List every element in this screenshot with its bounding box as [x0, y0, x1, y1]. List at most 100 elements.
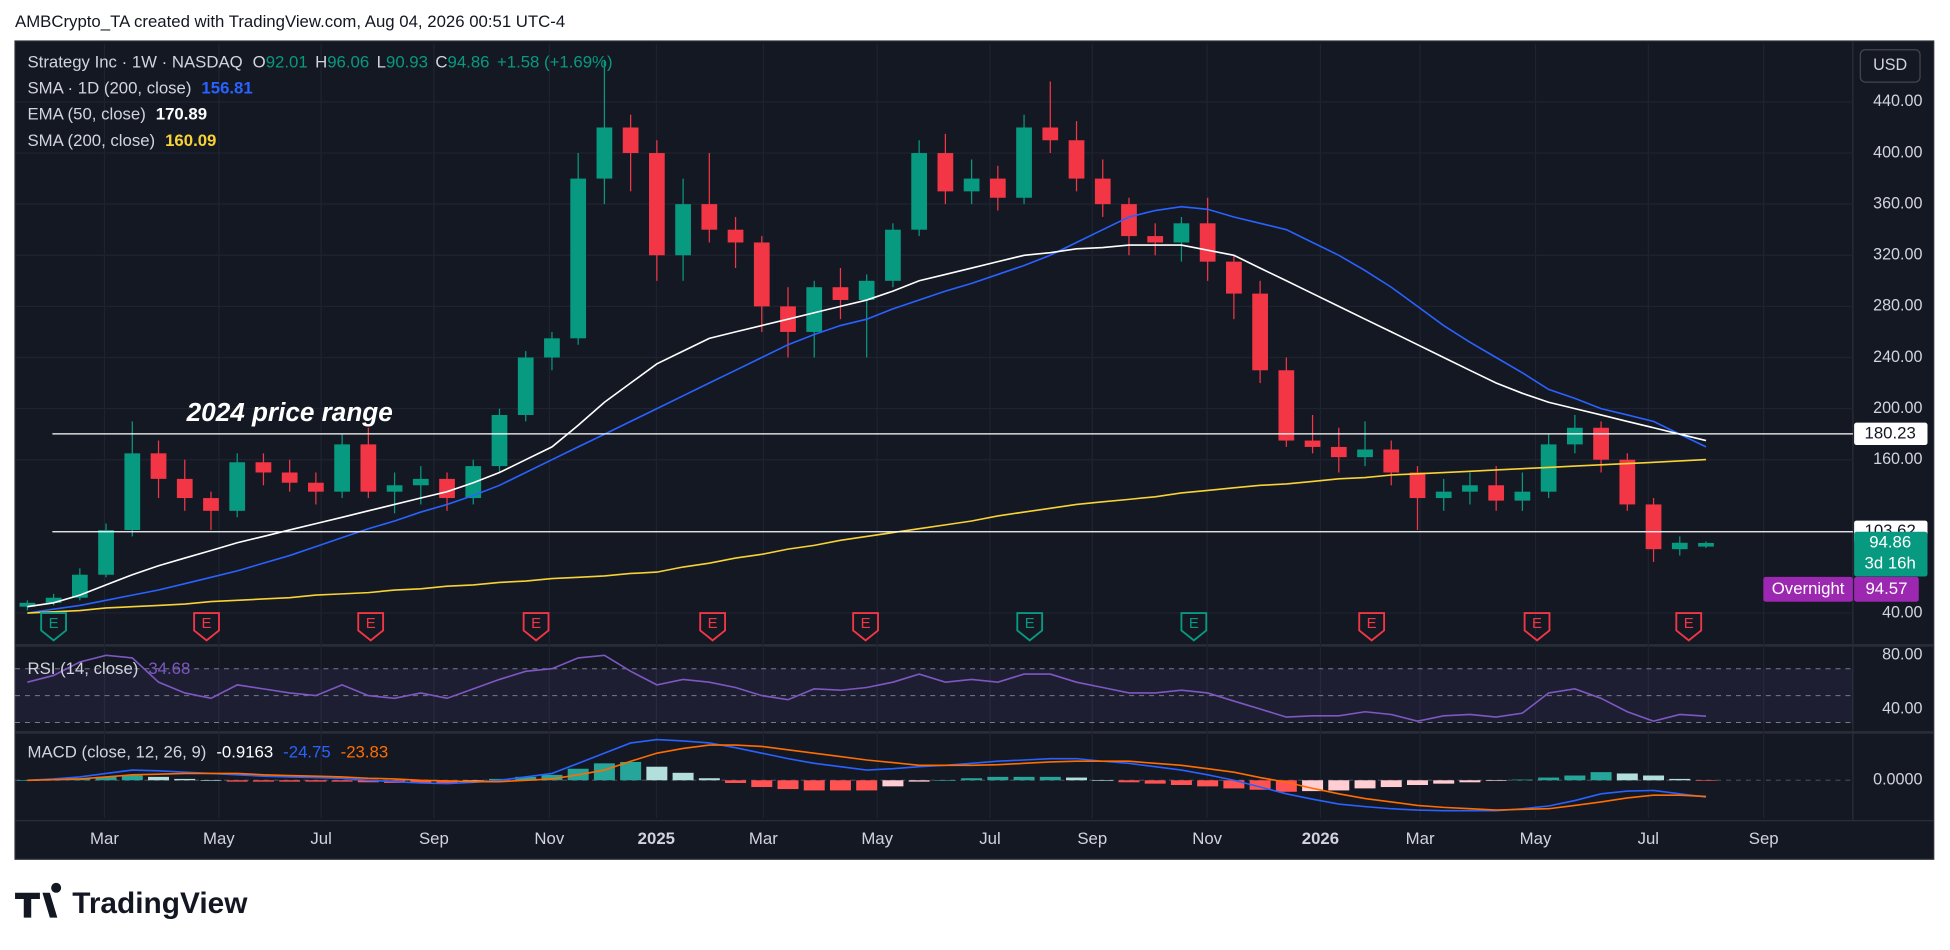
earnings-label: E [366, 615, 376, 632]
ohlc-key: O [253, 53, 266, 72]
currency-button[interactable] [1859, 49, 1921, 83]
candle-body [806, 287, 823, 332]
candle-body [1435, 491, 1452, 499]
candle-body [1409, 472, 1426, 499]
histogram-bar [1511, 779, 1533, 781]
histogram-bar [200, 780, 222, 781]
earnings-label: E [49, 615, 59, 632]
logo: TradingView [15, 882, 248, 920]
candle-body [439, 478, 455, 499]
ohlc-key: C [435, 53, 447, 72]
change: +1.58 (+1.69%) [497, 53, 613, 72]
candle-body [19, 602, 36, 607]
earnings-marker [1358, 612, 1386, 642]
candle-body [334, 444, 350, 492]
histogram-bar [1328, 780, 1350, 791]
histogram-bar [357, 780, 379, 783]
candle-body [1330, 446, 1347, 458]
legend-name: EMA (50, close) [27, 105, 145, 124]
x-tick-label: Sep [1077, 829, 1107, 848]
legend: RSI (14, close) 34.68 [27, 660, 190, 679]
earnings-marker [1523, 612, 1551, 642]
histogram-bar [515, 776, 537, 781]
candle-body [229, 462, 246, 511]
histogram-bar [751, 780, 773, 788]
earnings-label: E [861, 615, 871, 632]
histogram-bar [1092, 780, 1114, 781]
y-tick-label: 0.0000 [1873, 771, 1922, 789]
earnings-label: E [1684, 615, 1694, 632]
legend: EMA (50, close) 170.89 [27, 105, 207, 124]
price-label: 180.23 [1865, 423, 1916, 442]
candle-body [1252, 293, 1268, 371]
candle-body [124, 453, 141, 530]
x-tick-label: Jul [310, 829, 331, 848]
candle-body [1226, 261, 1242, 294]
legend-value: 170.89 [156, 105, 207, 124]
legend: SMA (200, close) 160.09 [27, 131, 216, 150]
legend-value: 156.81 [201, 79, 252, 98]
overnight-name: Overnight [1772, 579, 1845, 598]
histogram-bar [226, 780, 248, 782]
y-tick-label: 80.00 [1882, 646, 1922, 664]
y-tick-label: 160.00 [1873, 450, 1922, 468]
x-tick-label: Sep [1749, 829, 1779, 848]
candle-body [911, 153, 928, 230]
histogram-bar [1538, 777, 1560, 781]
candle-body [937, 153, 954, 192]
x-tick-label: May [861, 829, 893, 848]
earnings-label: E [1532, 615, 1542, 632]
candle-body [1094, 178, 1111, 205]
histogram-bar [541, 774, 563, 781]
histogram-bar [1590, 772, 1612, 781]
histogram-bar [882, 780, 904, 787]
histogram-bar [331, 780, 353, 782]
x-tick-label: Nov [534, 829, 564, 848]
earnings-label: E [1189, 615, 1199, 632]
candle-body [1462, 485, 1478, 492]
overnight-label: 94.57 [1865, 579, 1907, 598]
legend-title: MACD (close, 12, 26, 9) [27, 743, 206, 762]
y-tick-label: 400.00 [1873, 143, 1922, 161]
candle-body [1383, 449, 1400, 473]
histogram-bar [1170, 780, 1192, 786]
earnings-marker [699, 612, 726, 642]
candle-body [386, 485, 403, 492]
macd-line [27, 738, 1707, 812]
overlay-line [27, 244, 1707, 608]
legend-name: SMA · 1D (200, close) [27, 79, 191, 98]
legend-title: Strategy Inc · 1W · NASDAQ [27, 53, 242, 72]
ohlc-value: 94.86 [448, 53, 490, 72]
overlay-line [27, 205, 1707, 614]
legend-value: -24.75 [283, 743, 331, 762]
chart: Mar May Jul Sep Nov 2025 Mar May Jul Sep Nov 2026 Ma… [15, 43, 1928, 848]
y-tick-label: 280.00 [1873, 297, 1922, 315]
histogram-bar [672, 772, 694, 781]
y-tick-label: 320.00 [1873, 246, 1922, 264]
candle-body [963, 178, 980, 192]
histogram-bar [1616, 773, 1638, 781]
histogram-bar [777, 780, 799, 790]
histogram-bar [829, 780, 851, 791]
histogram-bar [1066, 777, 1088, 781]
candle-body [648, 153, 665, 256]
rsi-line [27, 654, 1707, 723]
histogram-bar [1275, 780, 1297, 792]
overnight-tag [1763, 576, 1853, 602]
candle-body [71, 574, 88, 598]
last-price-box [1854, 531, 1928, 577]
earnings-label: E [202, 615, 212, 632]
candle-body [517, 357, 534, 415]
y-tick-label: 40.00 [1882, 603, 1922, 621]
candle-body [989, 178, 1006, 198]
earnings-label: E [1367, 615, 1377, 632]
histogram-bar [725, 780, 747, 783]
candle-body [1357, 449, 1373, 458]
x-tick-label: Nov [1192, 829, 1222, 848]
x-tick-label: Mar [1406, 829, 1435, 848]
histogram-bar [148, 776, 170, 781]
candle-body [544, 338, 560, 358]
x-tick-label: Jul [1638, 829, 1659, 848]
